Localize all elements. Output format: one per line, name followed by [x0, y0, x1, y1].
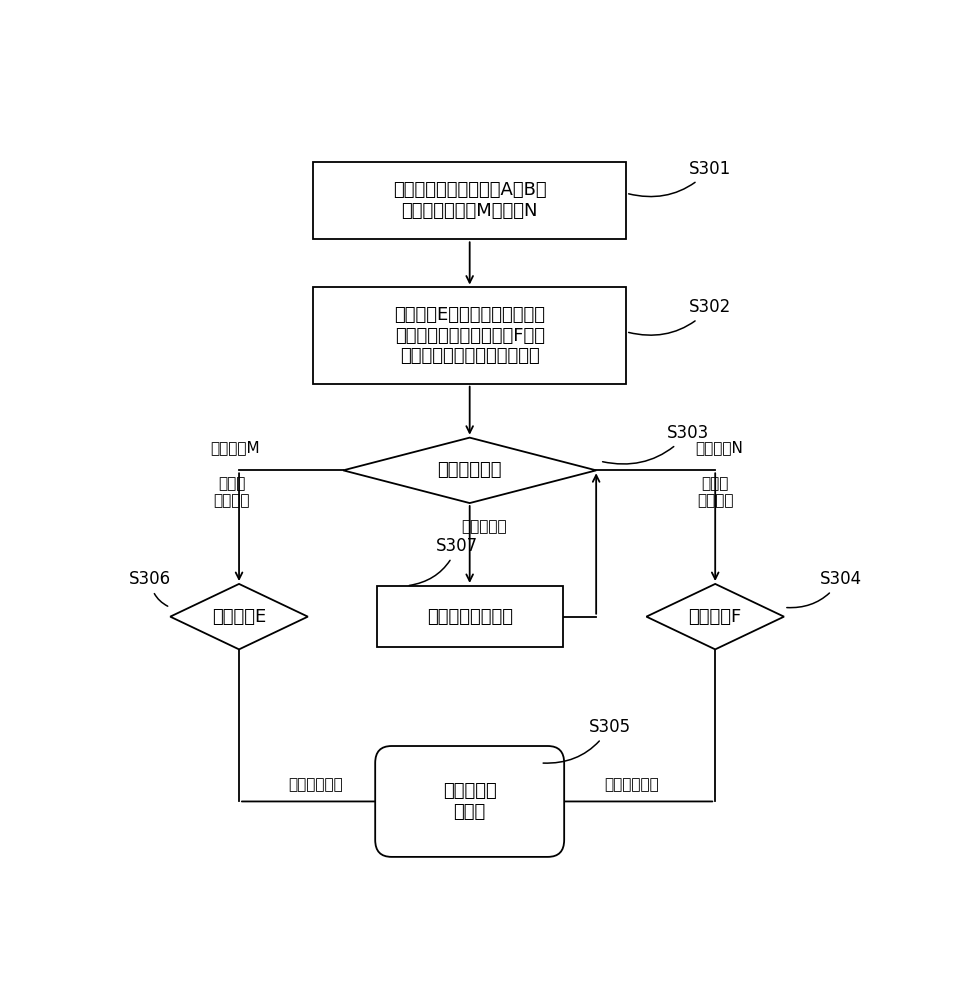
Text: S306: S306 [130, 570, 172, 606]
Text: 触发指令E: 触发指令E [212, 608, 266, 626]
Text: S305: S305 [543, 718, 631, 763]
FancyBboxPatch shape [313, 287, 626, 384]
Text: S301: S301 [629, 160, 732, 197]
FancyBboxPatch shape [313, 162, 626, 239]
Text: 吻合样本M: 吻合样本M [210, 440, 260, 455]
Text: 未达到
理想系数: 未达到 理想系数 [697, 476, 733, 508]
Text: 不吻合样本: 不吻合样本 [462, 519, 508, 534]
Text: S303: S303 [603, 424, 709, 464]
Polygon shape [343, 438, 596, 503]
FancyBboxPatch shape [376, 586, 563, 647]
Text: S307: S307 [409, 537, 478, 585]
Text: 达到理想系数: 达到理想系数 [604, 777, 659, 792]
Text: 触发指令F: 触发指令F [688, 608, 742, 626]
Text: 采样两组不同指纹数据A和B，
分别定义为样本M和样本N: 采样两组不同指纹数据A和B， 分别定义为样本M和样本N [393, 181, 546, 220]
Text: 达到理想系数: 达到理想系数 [288, 777, 343, 792]
Text: 未到达
理想系数: 未到达 理想系数 [213, 476, 250, 508]
Text: S302: S302 [629, 298, 732, 335]
Text: 吻合样本N: 吻合样本N [695, 440, 743, 455]
Text: S304: S304 [787, 570, 862, 608]
Polygon shape [646, 584, 784, 649]
Polygon shape [170, 584, 308, 649]
Text: 输入指纹数据: 输入指纹数据 [438, 461, 502, 479]
Text: 完成终端系
数调节: 完成终端系 数调节 [443, 782, 496, 821]
Text: 定义指令E为在终端目前系数基
础上增加一级，定义指令F为在
目前终端系数基础上减少一级: 定义指令E为在终端目前系数基 础上增加一级，定义指令F为在 目前终端系数基础上减… [395, 306, 545, 365]
Text: 提示重新输入指纹: 提示重新输入指纹 [426, 608, 513, 626]
FancyBboxPatch shape [375, 746, 564, 857]
